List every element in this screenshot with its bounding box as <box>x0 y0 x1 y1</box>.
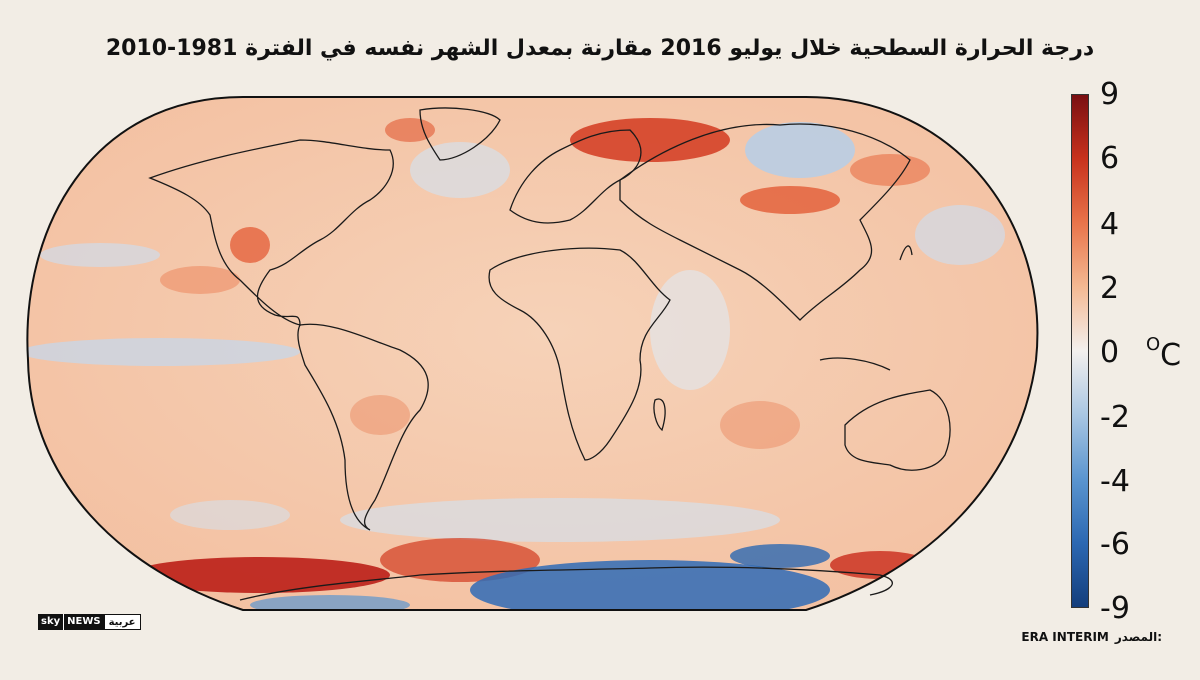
colorbar-tick: -2 <box>1100 400 1130 435</box>
source-credit: ERA INTERIM المصدر: <box>1021 630 1162 644</box>
colorbar-tick: -4 <box>1100 464 1130 499</box>
sky-news-arabia-logo: sky NEWS عربية <box>38 614 141 630</box>
colorbar-tick: -9 <box>1100 591 1130 626</box>
map-outline <box>26 96 1039 611</box>
colorbar-tick: 6 <box>1100 141 1120 176</box>
colorbar-unit: OC <box>1146 334 1182 373</box>
colorbar-tick: 2 <box>1100 271 1120 306</box>
colorbar-tick: -6 <box>1100 527 1130 562</box>
colorbar-tick: 0 <box>1100 335 1120 370</box>
source-label: المصدر: <box>1114 630 1162 644</box>
source-value: ERA INTERIM <box>1021 630 1109 644</box>
coastlines <box>148 107 951 601</box>
colorbar <box>1071 94 1089 608</box>
colorbar-tick: 9 <box>1100 77 1120 112</box>
colorbar-tick: 4 <box>1100 207 1120 242</box>
map-title: درجة الحرارة السطحية خلال يوليو 2016 مقا… <box>105 36 1095 61</box>
